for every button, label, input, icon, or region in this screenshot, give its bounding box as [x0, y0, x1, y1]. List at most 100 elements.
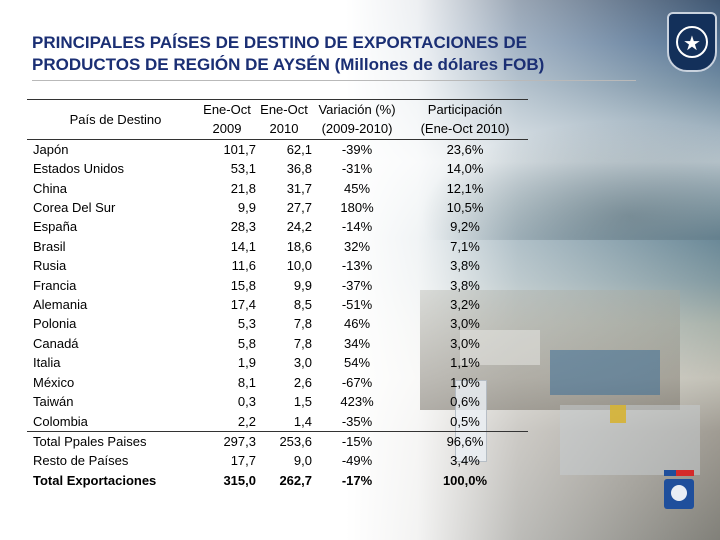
cell-country: Japón [27, 138, 198, 160]
cell-2009: 11,6 [231, 258, 256, 274]
cell-participation: 96,6% [402, 430, 528, 452]
cell-country: Brasil [33, 238, 66, 254]
photo-building [460, 330, 540, 365]
cell-participation: 0,6% [450, 394, 480, 410]
cell-variation: -31% [341, 161, 373, 177]
cell-variation: 45% [343, 180, 371, 196]
cell-participation: 3,4% [450, 453, 480, 469]
cell-participation: 9,2% [450, 219, 480, 235]
cell-2010: 31,7 [286, 180, 312, 196]
header-part-line2: (Ene-Oct 2010) [420, 121, 510, 137]
cell-2009: 15,8 [230, 277, 256, 293]
cell-2010: 9,0 [293, 453, 312, 469]
cell-participation: 3,0% [450, 316, 480, 332]
badge-ring: ★ [676, 26, 708, 58]
title-line-2: PRODUCTOS DE REGIÓN DE AYSÉN (Millones d… [32, 55, 545, 74]
photo-building [550, 350, 660, 395]
title-line-1: PRINCIPALES PAÍSES DE DESTINO DE EXPORTA… [32, 33, 527, 52]
table-row: Colombia 2,2 1,4 -35% 0,5% [27, 412, 528, 432]
cell-participation: 3,8% [450, 277, 480, 293]
table-row: Corea Del Sur 9,9 27,7 180% 10,5% [27, 198, 528, 217]
cell-participation: 10,5% [446, 200, 484, 216]
cell-participation: 3,2% [450, 297, 480, 313]
gobierno-de-chile-logo [664, 470, 716, 532]
star-icon: ★ [683, 33, 701, 55]
cell-2009: 21,8 [230, 180, 256, 196]
title-divider [32, 80, 636, 81]
subtotal-row: Total Ppales Paises 297,3 253,6 -15% 96,… [27, 430, 528, 452]
cell-country: Total Exportaciones [33, 472, 157, 488]
cell-2010: 1,5 [293, 394, 312, 410]
cell-2010: 262,7 [279, 472, 312, 488]
cell-2009: 0,3 [237, 394, 256, 410]
cell-variation: -67% [341, 374, 373, 390]
cell-2009: 9,9 [237, 200, 256, 216]
cell-variation: 46% [343, 316, 371, 332]
cell-2010: 8,5 [293, 297, 312, 313]
cell-variation: 423% [340, 394, 374, 410]
table-row: Estados Unidos 53,1 36,8 -31% 14,0% [27, 159, 528, 178]
table-row: Francia 15,8 9,9 -37% 3,8% [27, 276, 528, 295]
cell-participation: 3,0% [450, 335, 480, 351]
cell-2009: 315,0 [223, 472, 256, 488]
cell-2010: 7,8 [293, 316, 312, 332]
header-2010-line1: Ene-Oct [260, 102, 308, 117]
flag-bar [664, 470, 694, 476]
emblem-icon [664, 479, 694, 509]
cell-participation: 7,1% [450, 238, 480, 254]
photo-building [560, 405, 700, 475]
cell-country: Corea Del Sur [33, 200, 116, 216]
cell-variation: 34% [343, 335, 371, 351]
table-body: Japón 101,7 62,1 -39% 23,6% Estados Unid… [27, 138, 528, 490]
cell-variation: -17% [341, 472, 373, 488]
cell-2009: 101,7 [198, 138, 256, 160]
cell-variation: -39% [312, 138, 402, 160]
cell-2009: 53,1 [230, 161, 256, 177]
table-row: Japón 101,7 62,1 -39% 23,6% [27, 138, 528, 160]
header-var-line2: (2009-2010) [321, 121, 393, 137]
cell-participation: 12,1% [446, 180, 484, 196]
cell-participation: 23,6% [402, 138, 528, 160]
cell-participation: 0,5% [450, 413, 480, 429]
cell-country: Taiwán [33, 394, 74, 410]
table-row: Taiwán 0,3 1,5 423% 0,6% [27, 392, 528, 411]
cell-variation: -51% [341, 297, 373, 313]
cell-2010: 2,6 [293, 374, 312, 390]
cell-2009: 1,9 [237, 355, 256, 371]
table-row: Polonia 5,3 7,8 46% 3,0% [27, 314, 528, 333]
cell-2009: 5,3 [237, 316, 256, 332]
cell-country: Polonia [33, 316, 77, 332]
table-row: Alemania 17,4 8,5 -51% 3,2% [27, 295, 528, 314]
cell-country: Alemania [33, 297, 88, 313]
cell-country: Italia [33, 355, 61, 371]
photo-forklift [610, 405, 626, 423]
cell-2010: 10,0 [286, 258, 312, 274]
table-row: España 28,3 24,2 -14% 9,2% [27, 217, 528, 236]
cell-2010: 18,6 [286, 238, 312, 254]
table-row: Canadá 5,8 7,8 34% 3,0% [27, 334, 528, 353]
cell-participation: 1,1% [450, 355, 480, 371]
cell-2009: 17,7 [230, 453, 256, 469]
cell-country: Resto de Países [33, 453, 129, 469]
cell-country: Colombia [33, 413, 88, 429]
table-row: Italia 1,9 3,0 54% 1,1% [27, 353, 528, 372]
exports-table: País de Destino Ene-Oct Ene-Oct Variació… [27, 99, 528, 490]
cell-participation: 1,0% [450, 374, 480, 390]
cell-country: España [33, 219, 78, 235]
cell-country: México [33, 374, 75, 390]
header-country: País de Destino [69, 111, 162, 127]
cell-2009: 5,8 [237, 335, 256, 351]
cell-2009: 28,3 [230, 219, 256, 235]
cell-2010: 7,8 [293, 335, 312, 351]
aduana-badge-icon: ★ [667, 12, 717, 72]
total-row: Total Exportaciones 315,0 262,7 -17% 100… [27, 471, 528, 490]
header-2009-line1: Ene-Oct [203, 102, 251, 117]
cell-country: Rusia [33, 258, 67, 274]
header-2009-line2: 2009 [212, 121, 242, 137]
cell-2010: 3,0 [293, 355, 312, 371]
header-2010-line2: 2010 [269, 121, 299, 137]
cell-variation: -37% [341, 277, 373, 293]
cell-variation: -15% [312, 430, 402, 452]
cell-2010: 24,2 [286, 219, 312, 235]
cell-2010: 9,9 [293, 277, 312, 293]
